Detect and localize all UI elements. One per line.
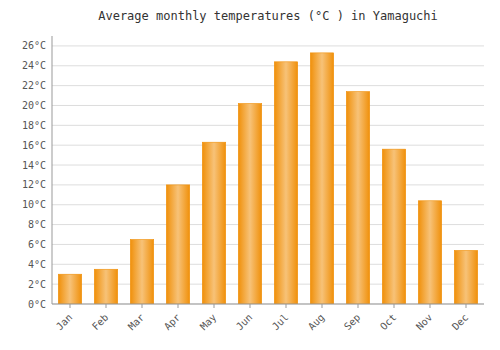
x-tick-label: Jun bbox=[234, 312, 255, 333]
x-tick bbox=[250, 304, 251, 308]
y-tick-label: 24°C bbox=[22, 60, 46, 71]
y-tick-label: 22°C bbox=[22, 80, 46, 91]
y-tick-label: 18°C bbox=[22, 120, 46, 131]
x-tick bbox=[466, 304, 467, 308]
grid-line bbox=[52, 45, 484, 46]
grid-line bbox=[52, 145, 484, 146]
bar bbox=[166, 185, 189, 304]
x-tick-label: Dec bbox=[450, 312, 471, 333]
x-tick-label: Aug bbox=[306, 312, 327, 333]
bars bbox=[58, 53, 477, 304]
y-tick-label: 26°C bbox=[22, 40, 46, 51]
x-tick-label: Apr bbox=[162, 312, 183, 333]
x-tick bbox=[430, 304, 431, 308]
bar bbox=[274, 62, 297, 304]
x-tick-label: Jul bbox=[270, 312, 291, 333]
x-tick bbox=[106, 304, 107, 308]
bar bbox=[382, 149, 405, 304]
x-tick bbox=[394, 304, 395, 308]
y-tick-label: 4°C bbox=[28, 259, 46, 270]
bar bbox=[454, 250, 477, 304]
bar bbox=[310, 53, 333, 304]
y-tick-label: 20°C bbox=[22, 100, 46, 111]
grid bbox=[52, 46, 484, 304]
x-tick bbox=[322, 304, 323, 308]
x-tick-label: May bbox=[198, 312, 219, 333]
bar bbox=[418, 201, 441, 304]
x-tick-label: Oct bbox=[378, 312, 399, 333]
x-tick-label: Feb bbox=[90, 312, 111, 333]
bar bbox=[202, 142, 225, 304]
y-tick-label: 2°C bbox=[28, 279, 46, 290]
x-tick-label: Jan bbox=[54, 312, 75, 333]
grid-line bbox=[52, 125, 484, 126]
grid-line bbox=[52, 85, 484, 86]
y-tick-label: 16°C bbox=[22, 140, 46, 151]
grid-line bbox=[52, 165, 484, 166]
bar bbox=[346, 92, 369, 304]
y-tick-label: 0°C bbox=[28, 299, 46, 310]
y-tick-label: 14°C bbox=[22, 160, 46, 171]
y-axis-line bbox=[52, 36, 53, 304]
x-tick bbox=[358, 304, 359, 308]
grid-line bbox=[52, 105, 484, 106]
bar bbox=[238, 103, 261, 304]
x-tick-label: Nov bbox=[414, 312, 435, 333]
title: Average monthly temperatures (°C ) in Ya… bbox=[98, 9, 438, 23]
x-tick bbox=[70, 304, 71, 308]
chart-container: Average monthly temperatures (°C ) in Ya… bbox=[0, 0, 500, 350]
bar bbox=[94, 269, 117, 304]
y-tick-label: 10°C bbox=[22, 199, 46, 210]
bar bbox=[58, 274, 81, 304]
chart: Average monthly temperatures (°C ) in Ya… bbox=[0, 0, 500, 350]
x-axis-line bbox=[52, 304, 484, 305]
bar bbox=[130, 239, 153, 304]
grid-line bbox=[52, 65, 484, 66]
grid-line bbox=[52, 304, 484, 305]
x-tick-label: Mar bbox=[126, 312, 147, 333]
x-tick bbox=[142, 304, 143, 308]
x-tick bbox=[178, 304, 179, 308]
x-tick bbox=[214, 304, 215, 308]
x-tick-label: Sep bbox=[342, 312, 363, 333]
x-tick bbox=[286, 304, 287, 308]
y-tick-label: 8°C bbox=[28, 219, 46, 230]
grid-line bbox=[52, 184, 484, 185]
y-tick-label: 12°C bbox=[22, 179, 46, 190]
y-tick-label: 6°C bbox=[28, 239, 46, 250]
